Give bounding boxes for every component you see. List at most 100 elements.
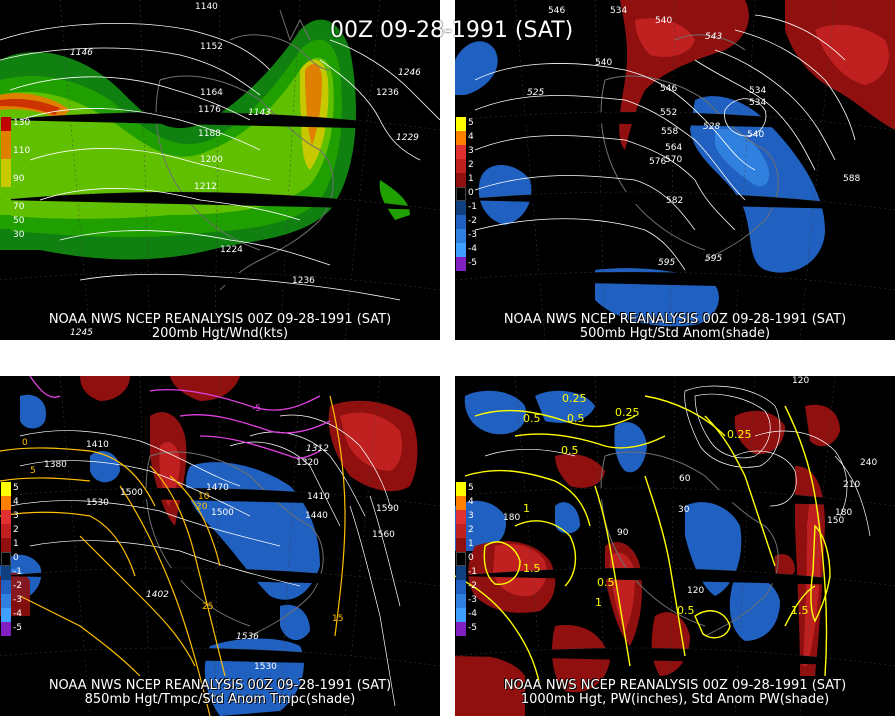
contour-label: 1530 (86, 498, 109, 508)
legend-label: 1 (468, 539, 474, 549)
legend-label: 30 (13, 230, 25, 240)
contour-label: 1200 (200, 155, 223, 165)
contour-label: 534 (749, 98, 767, 108)
legend-item: 1 (1, 538, 19, 552)
legend-label: 90 (13, 174, 25, 184)
contour-label: 120 (687, 586, 705, 596)
legend-label: -1 (468, 202, 477, 212)
panel-850mb: 5 4 3 2 1 0 -1 -2 -3 -4 -5 1410 1380 150… (0, 376, 440, 716)
contour-label: 20 (196, 502, 208, 512)
pw-label: 0.5 (567, 412, 585, 425)
legend-item: 2 (456, 159, 474, 173)
legend-item: -1 (456, 201, 477, 215)
contour-label: 0 (22, 438, 28, 448)
panel-1000mb: 5 4 3 2 1 0 -1 -2 -3 -4 -5 0.25 0.5 0.25… (455, 376, 895, 716)
contour-label: 534 (610, 6, 628, 16)
contour-label: 1236 (292, 276, 315, 286)
contour-label: 543 (705, 32, 723, 42)
legend-item: 3 (456, 510, 474, 524)
legend-label: 4 (468, 497, 474, 507)
legend-item: 1 (456, 173, 474, 187)
contour-label: 525 (527, 88, 545, 98)
legend-item: -3 (1, 594, 22, 608)
panel-200mb: 130 110 90 70 50 30 1140 1146 1152 1164 … (0, 0, 440, 340)
caption-line2: 1000mb Hgt, PW(inches), Std Anom PW(shad… (520, 692, 830, 707)
contour-label: 1380 (44, 460, 67, 470)
legend-200mb: 130 110 90 70 50 30 (1, 117, 30, 243)
legend-label: -3 (468, 595, 477, 605)
legend-label: 0 (468, 188, 474, 198)
contour-label: 1164 (200, 88, 223, 98)
legend-item: -3 (456, 229, 477, 243)
contour-label: 1536 (236, 632, 259, 642)
contour-label: 1176 (198, 105, 221, 115)
legend-item: -2 (1, 580, 22, 594)
contour-label: 180 (835, 508, 853, 518)
legend-label: -3 (13, 595, 22, 605)
contour-label: 546 (660, 84, 678, 94)
legend-item (1, 187, 15, 201)
map-850mb (0, 376, 440, 716)
page-title: 00Z 09-28-1991 (SAT) (330, 18, 574, 43)
contour-label: 1143 (248, 108, 271, 118)
legend-label: -5 (468, 623, 477, 633)
legend-item: 0 (1, 552, 19, 566)
pw-label: 1.5 (791, 604, 809, 617)
legend-label: 1 (13, 539, 19, 549)
legend-item: 110 (1, 145, 30, 159)
legend-label: 4 (468, 132, 474, 142)
legend-item: -4 (456, 243, 477, 257)
contour-label: 30 (678, 505, 690, 515)
legend-label: 5 (13, 483, 19, 493)
legend-item: -4 (1, 608, 22, 622)
legend-label: 2 (468, 160, 474, 170)
legend-item: 4 (456, 496, 474, 510)
legend-item: -5 (1, 622, 22, 636)
legend-label: 4 (13, 497, 19, 507)
map-200mb (0, 0, 440, 340)
legend-label: -5 (468, 258, 477, 268)
legend-item: -2 (456, 580, 477, 594)
contour-label: 1188 (198, 129, 221, 139)
legend-label: 2 (468, 525, 474, 535)
caption-line1: NOAA NWS NCEP REANALYSIS 00Z 09-28-1991 … (503, 678, 847, 693)
legend-label: 70 (13, 202, 25, 212)
contour-label: 1560 (372, 530, 395, 540)
legend-item: 3 (1, 510, 19, 524)
legend-item: 1 (456, 538, 474, 552)
legend-item: 90 (1, 173, 24, 187)
contour-label: 1224 (220, 245, 243, 255)
legend-label: 2 (13, 525, 19, 535)
contour-label: 582 (666, 196, 684, 206)
contour-label: 1140 (195, 2, 218, 12)
legend-item: -5 (456, 257, 477, 271)
contour-label: 1229 (396, 133, 419, 143)
contour-label: 528 (703, 122, 721, 132)
contour-label: 5 (30, 466, 36, 476)
contour-label: 120 (792, 376, 810, 386)
legend-850mb: 5 4 3 2 1 0 -1 -2 -3 -4 -5 (1, 482, 22, 636)
contour-label: 1245 (70, 328, 93, 338)
pw-label: 0.5 (561, 444, 579, 457)
contour-label: 15 (332, 614, 344, 624)
legend-label: -1 (13, 567, 22, 577)
pw-label: 0.5 (523, 412, 541, 425)
contour-label: 558 (661, 127, 679, 137)
caption-line1: NOAA NWS NCEP REANALYSIS 00Z 09-28-1991 … (48, 312, 392, 327)
legend-item: 5 (456, 482, 474, 496)
legend-label: 1 (468, 174, 474, 184)
contour-label: 546 (548, 6, 566, 16)
legend-item: 5 (1, 482, 19, 496)
contour-label: 180 (503, 513, 521, 523)
legend-label: -5 (13, 623, 22, 633)
pw-label: 0.25 (615, 406, 640, 419)
contour-label: 540 (747, 130, 765, 140)
panel-500mb: 5 4 3 2 1 0 -1 -2 -3 -4 -5 546 534 540 5… (455, 0, 895, 340)
legend-label: 130 (13, 118, 31, 128)
legend-label: 3 (468, 511, 474, 521)
contour-label: 595 (705, 254, 723, 264)
contour-label: 1212 (194, 182, 217, 192)
contour-label: 595 (658, 258, 676, 268)
contour-label: 564 (665, 143, 683, 153)
contour-label: 1410 (86, 440, 109, 450)
